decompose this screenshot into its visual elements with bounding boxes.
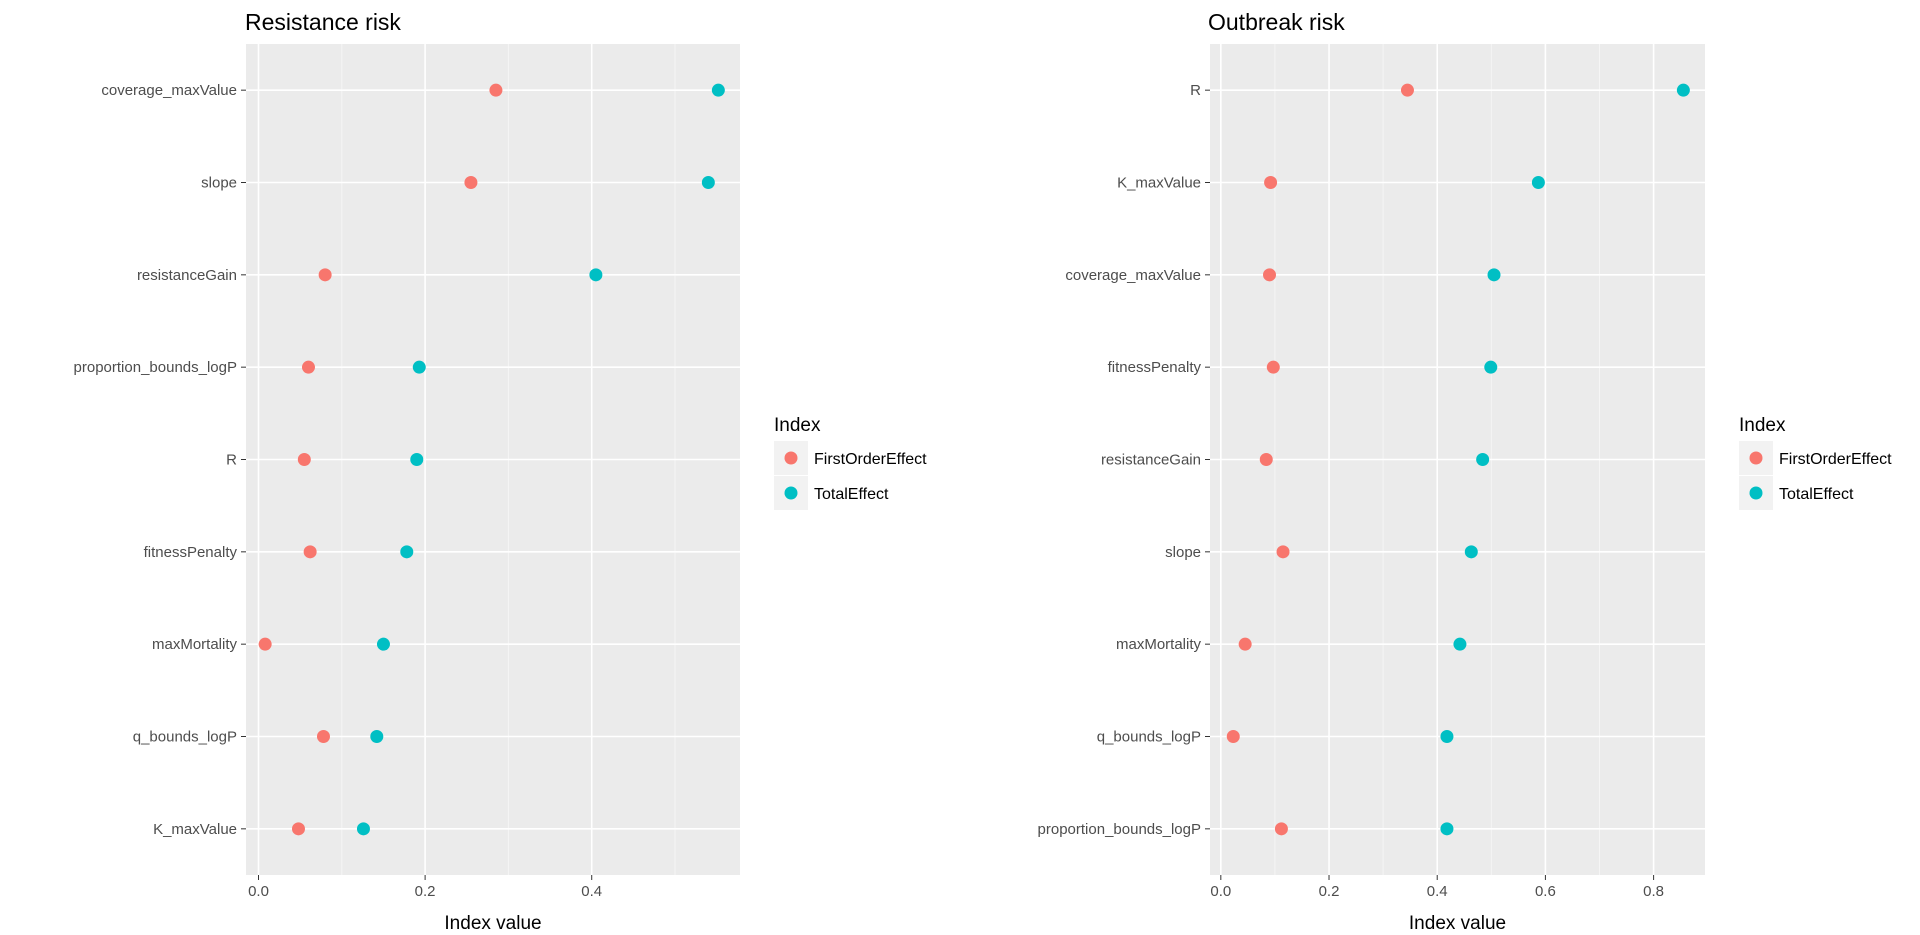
- data-point-firstordereffect: [1238, 637, 1252, 651]
- x-tick-label: 0.0: [1210, 883, 1231, 900]
- y-tick-label: slope: [1165, 544, 1201, 561]
- legend-swatch-totaleffect: [784, 486, 798, 500]
- legend: Index FirstOrderEffect TotalEffect: [774, 415, 927, 510]
- data-point-firstordereffect: [1226, 730, 1240, 743]
- x-tick-label: 0.2: [415, 883, 436, 900]
- y-tick-label: R: [226, 452, 237, 469]
- data-point-firstordereffect: [316, 730, 330, 743]
- legend-title: Index: [1739, 415, 1786, 436]
- x-axis-title: Index value: [1409, 913, 1506, 934]
- y-tick-label: maxMortality: [1116, 636, 1202, 653]
- data-point-firstordereffect: [303, 545, 317, 559]
- data-point-firstordereffect: [1263, 268, 1277, 282]
- data-point-firstordereffect: [318, 268, 332, 282]
- data-point-firstordereffect: [1274, 822, 1288, 836]
- data-point-firstordereffect: [301, 360, 315, 374]
- legend: Index FirstOrderEffect TotalEffect: [1739, 415, 1892, 510]
- data-point-firstordereffect: [1264, 176, 1278, 189]
- data-point-totaleffect: [1453, 637, 1467, 651]
- x-tick-label: 0.2: [1319, 883, 1340, 900]
- x-tick-label: 0.4: [1427, 883, 1448, 900]
- data-point-totaleffect: [1476, 453, 1490, 466]
- y-tick-label: proportion_bounds_logP: [1038, 821, 1201, 838]
- x-axis-title: Index value: [444, 913, 541, 934]
- data-point-totaleffect: [376, 637, 390, 651]
- data-point-totaleffect: [412, 360, 426, 374]
- y-tick-label: fitnessPenalty: [144, 544, 238, 561]
- data-point-totaleffect: [1464, 545, 1478, 559]
- data-point-firstordereffect: [1276, 545, 1290, 559]
- y-tick-label: proportion_bounds_logP: [74, 359, 237, 376]
- data-point-totaleffect: [400, 545, 414, 559]
- chart-panel-2: Outbreak risk R K_maxValue coverage_maxValu…: [1038, 9, 1893, 934]
- data-point-totaleffect: [1484, 360, 1498, 374]
- data-point-firstordereffect: [258, 637, 272, 651]
- data-point-totaleffect: [1487, 268, 1501, 282]
- chart-title: Resistance risk: [245, 9, 401, 35]
- y-tick-label: R: [1190, 82, 1201, 99]
- data-point-totaleffect: [589, 268, 603, 282]
- data-point-firstordereffect: [1259, 453, 1273, 466]
- data-point-totaleffect: [1440, 822, 1454, 836]
- legend-title: Index: [774, 415, 821, 436]
- data-point-totaleffect: [1440, 730, 1454, 743]
- y-tick-label: maxMortality: [152, 636, 238, 653]
- legend-swatch-firstordereffect: [784, 451, 798, 465]
- data-point-firstordereffect: [1266, 360, 1280, 374]
- y-tick-label: K_maxValue: [153, 821, 237, 838]
- x-tick-label: 0.0: [248, 883, 269, 900]
- data-point-firstordereffect: [297, 453, 311, 466]
- data-point-firstordereffect: [291, 822, 305, 836]
- legend-label: TotalEffect: [1779, 486, 1854, 503]
- chart-title: Outbreak risk: [1208, 9, 1345, 35]
- legend-label: FirstOrderEffect: [1779, 451, 1892, 468]
- y-tick-label: resistanceGain: [137, 267, 237, 284]
- x-tick-label: 0.4: [581, 883, 602, 900]
- y-tick-label: coverage_maxValue: [1065, 267, 1201, 284]
- data-point-totaleffect: [356, 822, 370, 836]
- legend-label: FirstOrderEffect: [814, 451, 927, 468]
- data-point-firstordereffect: [464, 176, 478, 189]
- y-tick-label: slope: [201, 175, 237, 192]
- data-point-totaleffect: [1531, 176, 1545, 189]
- y-tick-label: q_bounds_logP: [133, 729, 237, 746]
- y-tick-label: coverage_maxValue: [101, 82, 237, 99]
- legend-swatch-firstordereffect: [1749, 451, 1763, 465]
- y-tick-label: q_bounds_logP: [1097, 729, 1201, 746]
- data-point-totaleffect: [701, 176, 715, 189]
- data-point-totaleffect: [410, 453, 424, 466]
- x-tick-label: 0.6: [1535, 883, 1556, 900]
- data-point-totaleffect: [711, 83, 725, 97]
- legend-swatch-totaleffect: [1749, 486, 1763, 500]
- data-point-totaleffect: [370, 730, 384, 743]
- y-tick-label: K_maxValue: [1117, 175, 1201, 192]
- data-point-firstordereffect: [1400, 83, 1414, 97]
- data-point-totaleffect: [1676, 83, 1690, 97]
- y-tick-label: resistanceGain: [1101, 452, 1201, 469]
- legend-label: TotalEffect: [814, 486, 889, 503]
- y-tick-label: fitnessPenalty: [1108, 359, 1202, 376]
- data-point-firstordereffect: [489, 83, 503, 97]
- x-tick-label: 0.8: [1643, 883, 1664, 900]
